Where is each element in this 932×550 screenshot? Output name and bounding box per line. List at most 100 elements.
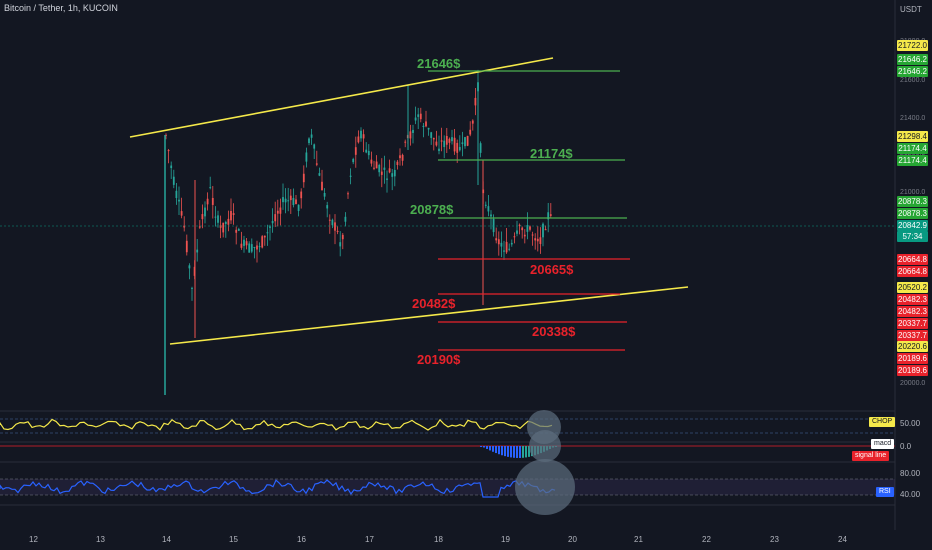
candle-body — [360, 130, 362, 139]
x-tick-label: 16 — [297, 535, 306, 544]
candle-body — [289, 195, 292, 201]
candle-body — [232, 213, 235, 215]
candle-body — [399, 155, 401, 159]
candle-body — [373, 167, 375, 169]
candle-body — [365, 149, 368, 153]
candle-body — [432, 137, 435, 140]
candle-body — [237, 228, 240, 231]
y-tick-label: 21600.0 — [900, 77, 926, 84]
candle-body — [474, 97, 477, 106]
candle-body — [401, 154, 404, 161]
candle-body — [497, 239, 500, 245]
candle-body — [224, 221, 227, 224]
candle-body — [427, 127, 430, 130]
level-annotation: 21174$ — [530, 146, 573, 161]
candle-body — [448, 138, 451, 143]
macd-bubble — [529, 430, 561, 462]
currency-label: USDT — [900, 5, 922, 14]
candle-body — [269, 226, 271, 228]
candle-body — [217, 215, 219, 223]
candle-body — [222, 222, 225, 233]
candle-body — [378, 164, 381, 173]
candle-body — [414, 117, 417, 121]
candle-body — [466, 135, 469, 146]
candle-body — [219, 225, 222, 228]
y-tick-label: 21400.0 — [900, 115, 926, 122]
price-tag: 21174.4 — [897, 155, 928, 166]
candle-body — [484, 204, 487, 206]
x-tick-label: 18 — [434, 535, 443, 544]
candle-body — [248, 243, 251, 253]
rsi-axis-label: 40.00 — [900, 490, 921, 499]
chop-axis-label: 50.00 — [900, 419, 921, 428]
x-tick-label: 13 — [96, 535, 105, 544]
macd-histogram-bar — [516, 446, 518, 458]
candle-body — [305, 152, 308, 162]
candle-body — [308, 138, 310, 144]
candle-body — [271, 220, 274, 224]
candle-body — [464, 137, 466, 147]
level-annotation: 20338$ — [532, 324, 576, 339]
candle-body — [516, 230, 518, 234]
candle-body — [531, 234, 534, 236]
candle-body — [544, 229, 547, 231]
candle-body — [352, 158, 355, 163]
candle-body — [263, 235, 266, 238]
candle-body — [349, 175, 352, 177]
macd-histogram-bar — [513, 446, 515, 458]
channel-upper-line — [129, 57, 554, 138]
candle-body — [172, 176, 175, 185]
candle-body — [297, 204, 300, 211]
price-tag: 21722.0 — [897, 40, 928, 51]
candle-body — [386, 178, 388, 180]
x-tick-label: 12 — [29, 535, 38, 544]
candle-body — [370, 159, 373, 164]
candle-body — [318, 173, 321, 176]
rsi-bubble — [515, 459, 575, 515]
rsi-band — [0, 479, 895, 495]
y-tick-label: 20000.0 — [900, 380, 926, 387]
candle-body — [495, 238, 498, 241]
candle-body — [404, 141, 407, 143]
candle-body — [547, 212, 550, 220]
level-annotation: 20190$ — [417, 352, 461, 367]
level-annotation: 20482$ — [412, 296, 456, 311]
candle-body — [388, 168, 391, 173]
candle-body — [417, 114, 420, 117]
candle-body — [539, 237, 542, 244]
macd-histogram-bar — [510, 446, 512, 458]
candle-body — [250, 244, 253, 252]
candle-body — [266, 232, 269, 234]
level-annotation: 20878$ — [410, 202, 454, 217]
macd-histogram-bar — [498, 446, 500, 455]
level-annotation: 21646$ — [417, 56, 461, 71]
chop-line — [0, 418, 553, 431]
x-tick-label: 15 — [229, 535, 238, 544]
candle-body — [347, 193, 349, 195]
y-tick-label: 21000.0 — [900, 189, 926, 196]
price-tag: 20189.6 — [897, 365, 928, 376]
candle-body — [191, 287, 193, 289]
candle-body — [235, 229, 238, 233]
x-tick-label: 21 — [634, 535, 643, 544]
candle-body — [445, 135, 448, 145]
candle-body — [261, 236, 264, 248]
candle-body — [336, 230, 339, 232]
candle-body — [292, 197, 295, 206]
candle-body — [523, 234, 526, 237]
candle-body — [440, 140, 443, 142]
candle-body — [258, 246, 261, 248]
candle-body — [279, 207, 282, 214]
candle-body — [500, 242, 503, 247]
price-tag: 20189.6 — [897, 353, 928, 364]
candle-body — [196, 249, 199, 253]
candle-body — [456, 142, 459, 153]
macd-tag: macd — [871, 439, 895, 449]
price-tag: 20337.7 — [897, 318, 928, 329]
candle-body — [274, 214, 277, 222]
candle-body — [471, 120, 474, 124]
candle-body — [521, 227, 524, 231]
price-tag: 20878.3 — [897, 196, 928, 207]
candle-body — [334, 222, 336, 231]
